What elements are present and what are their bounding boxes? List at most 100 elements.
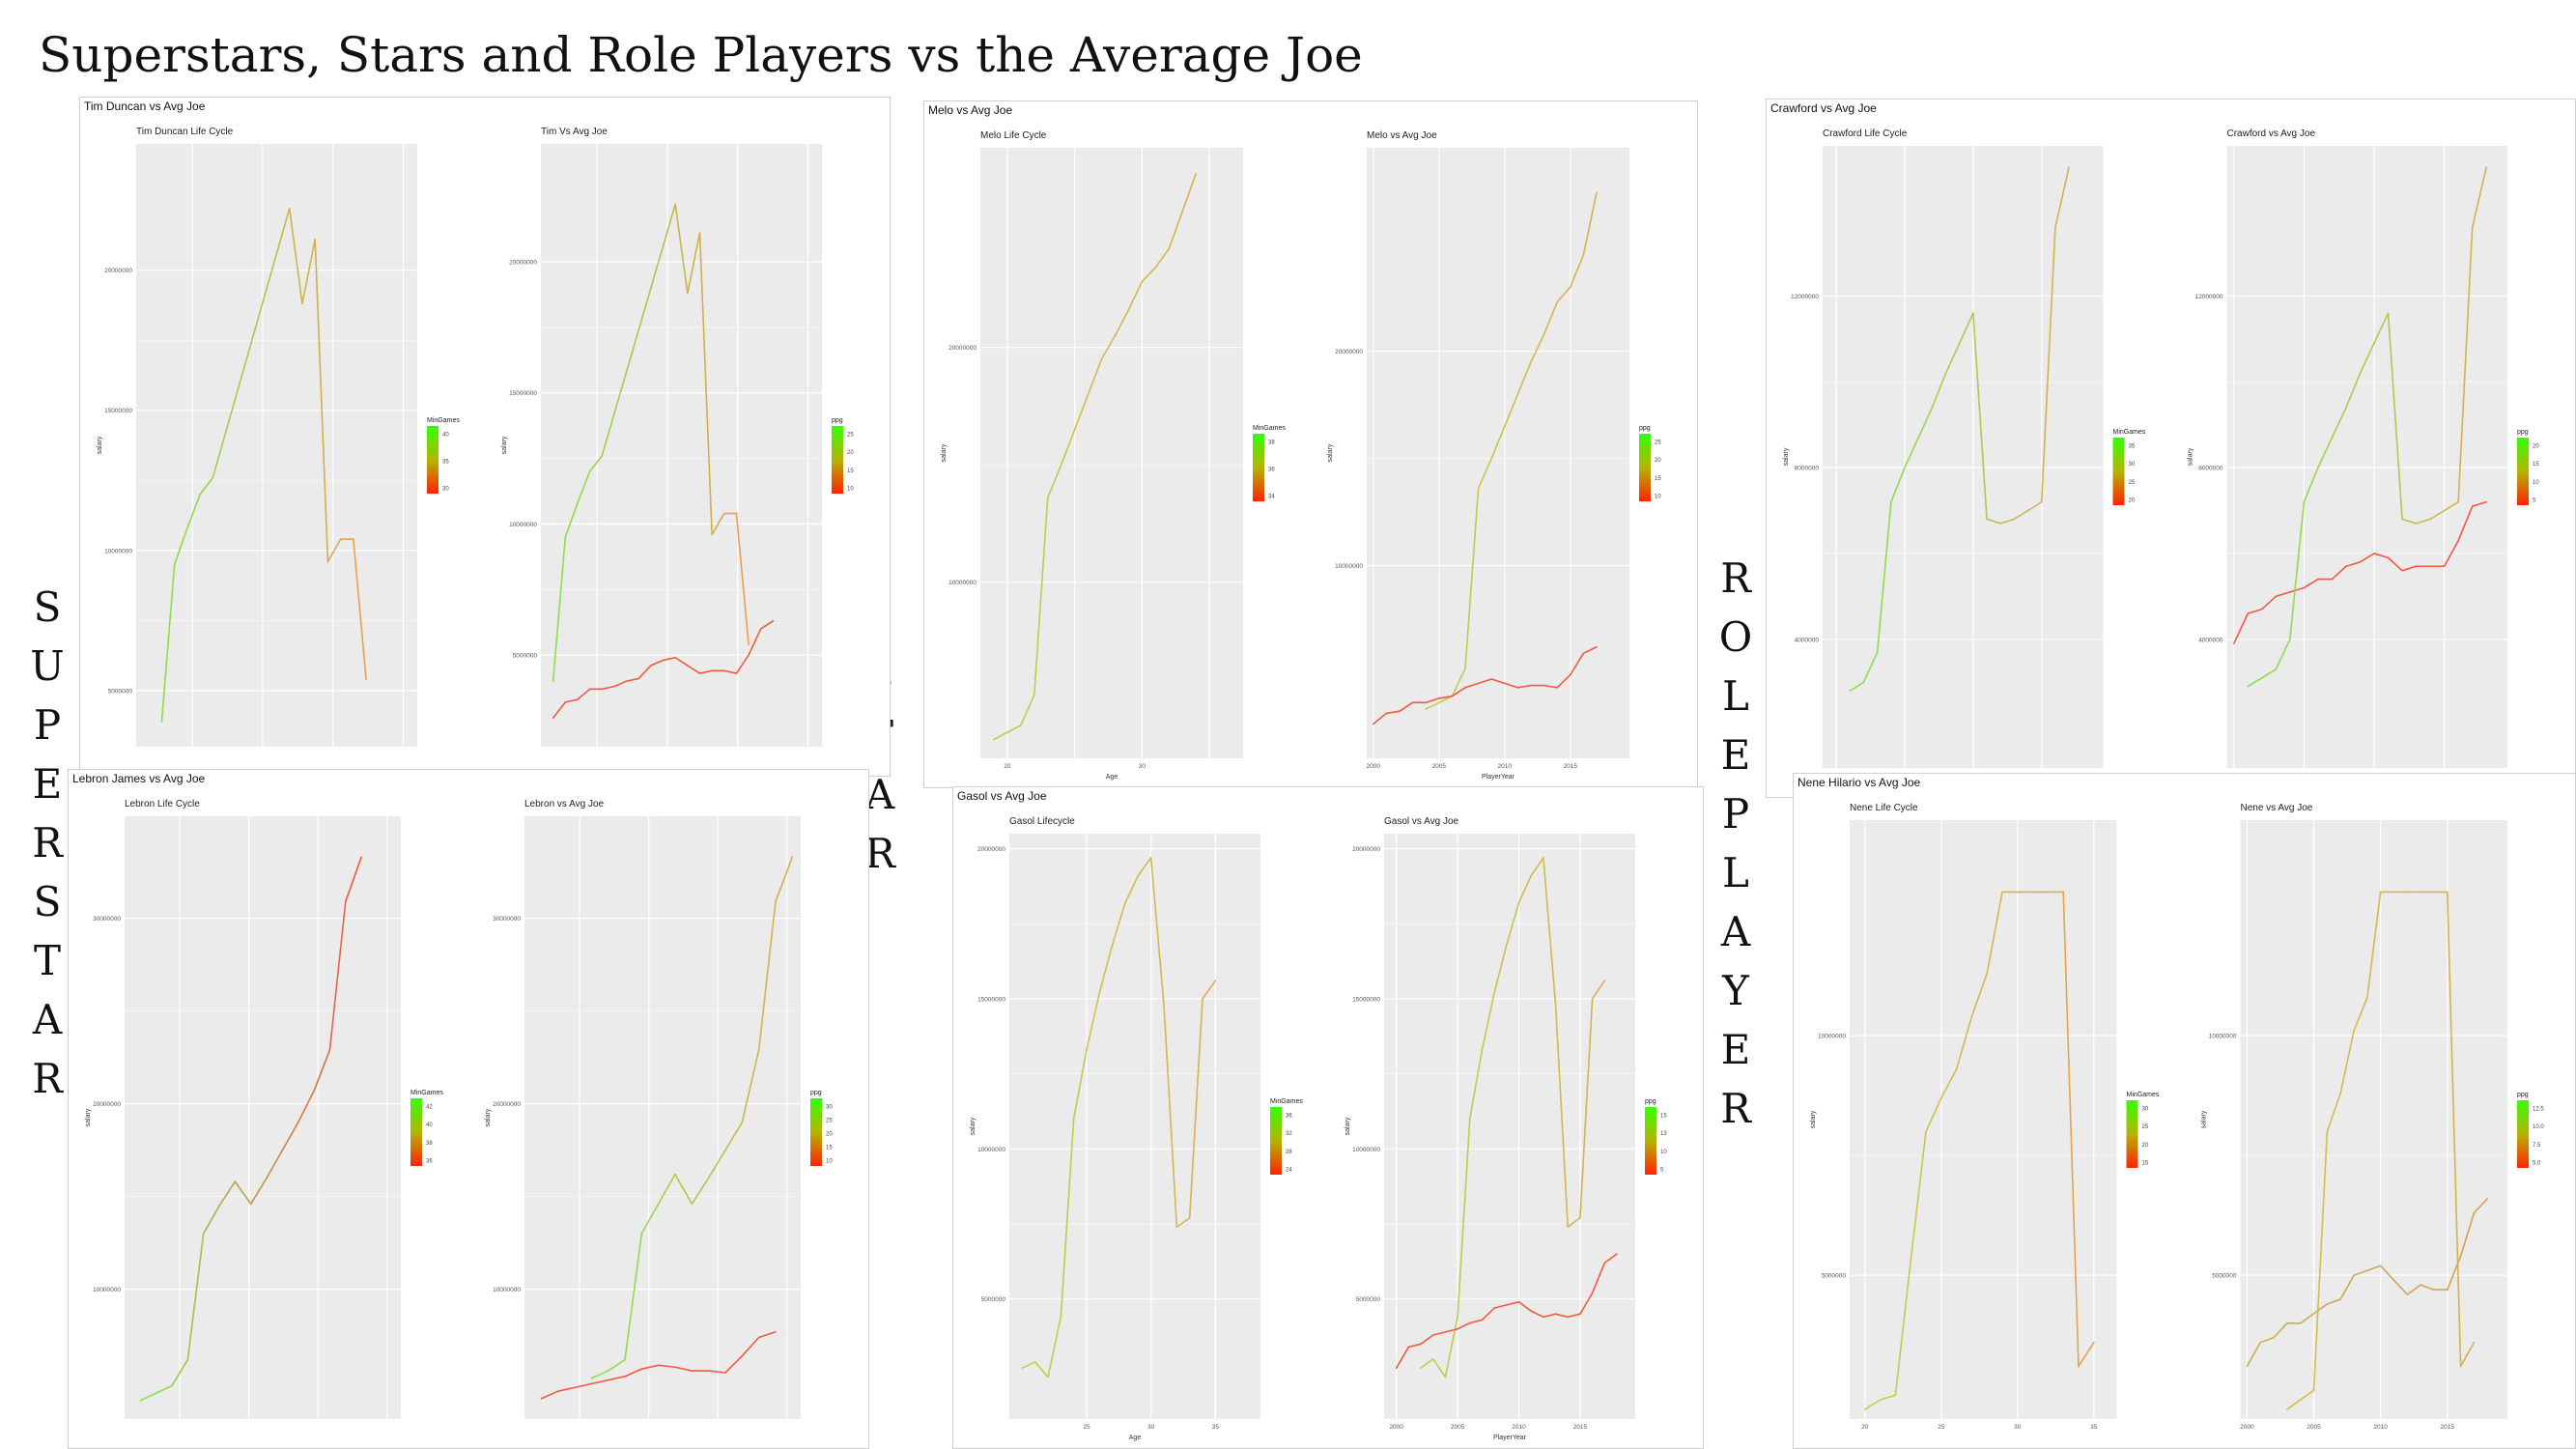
series-segment <box>1137 857 1152 877</box>
series-segment <box>1490 425 1506 460</box>
legend-title: MinGames <box>2127 1092 2160 1098</box>
legend-tick-label: 15 <box>2142 1161 2149 1167</box>
legend-tick-label: 35 <box>2129 444 2136 450</box>
series-segment <box>687 665 701 674</box>
legend-colorbar <box>2126 1100 2138 1168</box>
chart-title: Lebron vs Avg Joe <box>524 799 605 810</box>
series-segment <box>2429 509 2446 521</box>
legend-tick-label: 25 <box>847 433 854 439</box>
series-segment <box>2261 595 2278 611</box>
series-segment <box>2345 372 2362 409</box>
series-segment <box>1517 874 1532 904</box>
series-segment <box>1477 678 1493 685</box>
series-line <box>552 619 775 719</box>
series-segment <box>993 731 1008 741</box>
legend-title: ppg <box>2517 1092 2529 1098</box>
chart-1: Tim Vs Avg Joe 5000000 10000000 15000000 200… <box>501 127 854 747</box>
series-segment <box>1904 437 1919 469</box>
series-segment <box>1879 1394 1897 1401</box>
legend-tick-label: 5 <box>2533 498 2536 504</box>
series-segment <box>2286 1399 2302 1410</box>
series-segment <box>2401 565 2418 572</box>
series-segment <box>2457 505 2474 542</box>
chart-title: Nene vs Avg Joe <box>2241 803 2313 813</box>
series-segment <box>2331 565 2347 581</box>
series-segment <box>1530 857 1544 877</box>
plot-background <box>1823 146 2104 768</box>
y-axis-label: salary <box>2201 1110 2208 1128</box>
y-tick-label: 4000000 <box>2198 637 2223 643</box>
side-label-letter: S <box>33 583 62 631</box>
legend-tick-label: 25 <box>2142 1124 2149 1130</box>
series-segment <box>1972 312 1988 521</box>
series-segment <box>266 1149 284 1179</box>
legend-tick-label: 13 <box>1660 1131 1667 1137</box>
series-segment <box>650 659 665 667</box>
series-segment <box>2473 1198 2489 1214</box>
x-tick-label: 2000 <box>1389 1424 1403 1431</box>
side-label-letter: A <box>32 996 63 1043</box>
plot-background <box>1384 834 1635 1419</box>
series-segment <box>2261 668 2278 679</box>
side-label-letter: S <box>33 878 62 925</box>
series-segment <box>1506 1300 1520 1306</box>
series-segment <box>2379 1264 2395 1281</box>
legend-colorbar <box>1253 434 1264 501</box>
series-segment <box>2232 612 2250 645</box>
series-segment <box>662 656 676 662</box>
legend-tick-label: 36 <box>1286 1114 1292 1120</box>
legend-title: ppg <box>810 1090 822 1096</box>
chart-1: Melo vs Avg Joe 10000000 20000000 2000 2005 2… <box>1327 130 1661 781</box>
series-segment <box>607 1358 626 1372</box>
side-label-letter: P <box>1721 790 1750 838</box>
series-segment <box>1395 1346 1410 1369</box>
series-segment <box>2259 1336 2275 1344</box>
legend-tick-label: 5 <box>1660 1168 1664 1174</box>
series-segment <box>2401 518 2418 525</box>
series-segment <box>1516 684 1532 689</box>
legend-tick-label: 10 <box>847 487 854 493</box>
series-segment <box>1451 668 1466 697</box>
legend-tick-label: 15 <box>1660 1114 1667 1120</box>
y-tick-label: 20000000 <box>493 1101 521 1108</box>
series-line <box>2246 1198 2489 1368</box>
series-line <box>2232 500 2488 645</box>
series-segment <box>775 856 794 903</box>
series-segment <box>1168 210 1184 250</box>
series-segment <box>1591 980 1606 1000</box>
series-segment <box>724 1121 744 1151</box>
y-tick-label: 10000000 <box>948 580 977 586</box>
series-segment <box>1894 1260 1911 1397</box>
y-tick-label: 12000000 <box>2195 294 2223 300</box>
legend-colorbar <box>410 1098 422 1166</box>
legend-tick-label: 20 <box>826 1132 833 1138</box>
series-line <box>993 172 1197 741</box>
side-label-letter: L <box>1722 672 1749 720</box>
series-segment <box>1098 944 1114 994</box>
series-segment <box>577 688 591 700</box>
series-segment <box>722 669 738 674</box>
series-segment <box>2247 608 2263 614</box>
series-segment <box>1890 467 1906 503</box>
series-segment <box>1154 247 1171 269</box>
series-segment <box>1420 1334 1434 1346</box>
series-segment <box>2331 407 2347 439</box>
series-segment <box>1958 312 1974 345</box>
y-tick-label: 10000000 <box>509 522 537 528</box>
series-segment <box>613 371 628 415</box>
series-segment <box>212 432 227 479</box>
y-tick-label: 20000000 <box>93 1101 121 1108</box>
series-line <box>160 207 367 723</box>
series-segment <box>552 701 567 719</box>
series-segment <box>1385 710 1401 715</box>
series-segment <box>1420 1358 1434 1369</box>
y-tick-label: 20000000 <box>104 268 132 274</box>
y-tick-label: 15000000 <box>977 996 1005 1003</box>
series-segment <box>1464 682 1480 689</box>
series-segment <box>1910 1130 1927 1263</box>
series-segment <box>1567 1216 1581 1228</box>
series-segment <box>707 1370 726 1374</box>
series-segment <box>2443 500 2459 512</box>
series-segment <box>297 1090 315 1123</box>
x-tick-label: 2015 <box>1573 1424 1588 1431</box>
